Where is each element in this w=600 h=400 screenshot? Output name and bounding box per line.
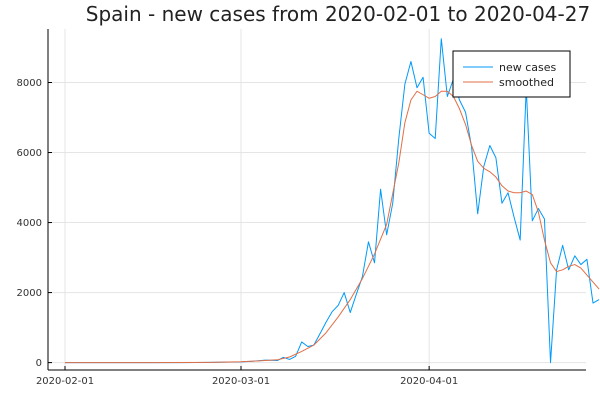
y-tick-label: 0 (36, 358, 42, 369)
y-tick-label: 4000 (17, 218, 42, 229)
y-tick-label: 2000 (17, 288, 42, 299)
x-tick-label: 2020-02-01 (36, 376, 94, 387)
y-tick-label: 6000 (17, 148, 42, 159)
x-tick-label: 2020-04-01 (400, 376, 458, 387)
series-line-2 (65, 90, 600, 364)
legend: new cases smoothed (452, 50, 571, 98)
legend-label: new cases (499, 61, 557, 74)
legend-label: smoothed (499, 76, 554, 89)
chart-title: Spain - new cases from 2020-02-01 to 202… (86, 2, 590, 26)
series-line-1 (65, 38, 600, 364)
x-tick-label: 2020-03-01 (212, 376, 270, 387)
legend-box (452, 50, 571, 98)
axes: 0 2000 4000 6000 8000 2020-02-01 2020-03-01 202… (17, 29, 586, 387)
y-tick-label: 8000 (17, 78, 42, 89)
